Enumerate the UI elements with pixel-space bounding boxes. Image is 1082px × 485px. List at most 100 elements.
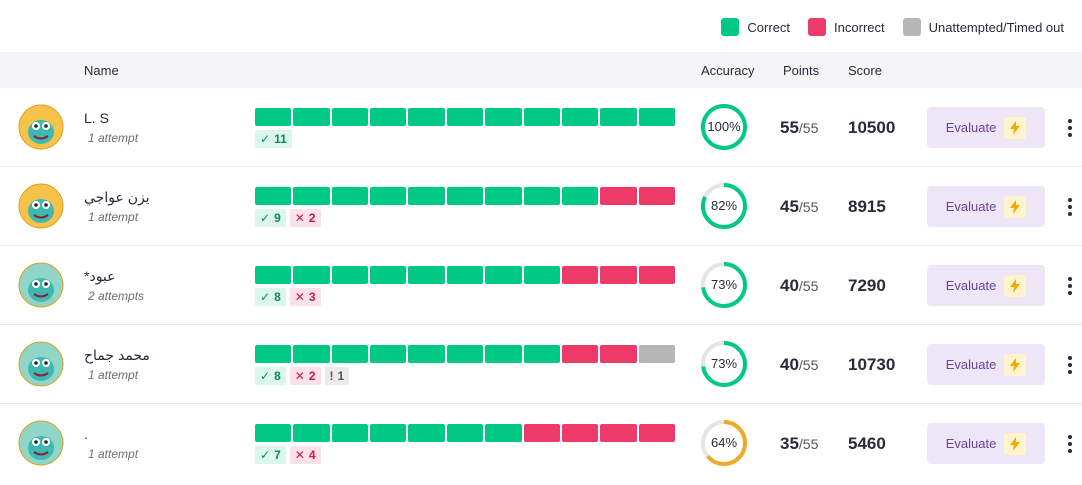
attempt-count: 1 attempt (88, 131, 139, 145)
question-results (255, 424, 675, 442)
question-correct[interactable] (293, 424, 330, 442)
question-correct[interactable] (408, 345, 445, 363)
points-max: /55 (798, 436, 819, 452)
question-correct[interactable] (370, 187, 407, 205)
evaluate-button[interactable]: Evaluate (927, 186, 1045, 227)
lightning-icon (1004, 353, 1027, 376)
accuracy-value: 100% (707, 119, 741, 134)
score-value: 5460 (848, 434, 886, 453)
question-correct[interactable] (408, 187, 445, 205)
participant-name[interactable]: L. S (84, 110, 109, 126)
more-options-icon[interactable] (1062, 273, 1078, 299)
question-correct[interactable] (485, 108, 522, 126)
question-correct[interactable] (446, 345, 484, 363)
participant-row[interactable]: محمد جماح 1 attempt ✓ 8 ✕ 2! 1 73% 40/55 10730 Ev… (0, 325, 1082, 404)
points-max: /55 (798, 278, 819, 294)
question-correct[interactable] (523, 108, 560, 126)
check-icon: ✓ (260, 290, 271, 304)
participant-name[interactable]: . (84, 426, 88, 442)
participant-name[interactable]: *عبود (84, 268, 116, 284)
accuracy-ring: 82% (699, 181, 749, 231)
points-max: /55 (798, 120, 819, 136)
participant-row[interactable]: L. S 1 attempt ✓ 11 100% 55/55 10500 Evaluate (0, 88, 1082, 167)
participant-row[interactable]: .1 attempt ✓ 7 ✕ 4 64% 35/55 5460 Evaluate (0, 404, 1082, 483)
more-options-icon[interactable] (1062, 194, 1078, 220)
question-correct[interactable] (561, 108, 599, 126)
incorrect-count-chip: ✕ 3 (289, 288, 321, 306)
question-correct[interactable] (523, 266, 560, 284)
question-incorrect[interactable] (638, 266, 675, 284)
evaluate-button[interactable]: Evaluate (927, 423, 1045, 464)
question-correct[interactable] (638, 108, 675, 126)
lightning-icon (1004, 116, 1027, 139)
question-correct[interactable] (523, 345, 560, 363)
question-correct[interactable] (293, 266, 330, 284)
participant-name[interactable]: يزن عواجي (84, 189, 150, 205)
question-correct[interactable] (446, 266, 484, 284)
question-correct[interactable] (255, 424, 292, 442)
lightning-icon (1004, 195, 1027, 218)
participant-row[interactable]: *عبود 2 attempts ✓ 8 ✕ 3 73% 40/55 7290 Evaluate (0, 246, 1082, 325)
legend-unattempted: Unattempted/Timed out (902, 18, 1064, 36)
more-options-icon[interactable] (1062, 115, 1078, 141)
evaluate-button[interactable]: Evaluate (927, 107, 1045, 148)
question-unattempted[interactable] (638, 345, 675, 363)
question-correct[interactable] (446, 187, 484, 205)
question-correct[interactable] (331, 345, 369, 363)
question-correct[interactable] (485, 266, 522, 284)
question-incorrect[interactable] (523, 424, 560, 442)
lightning-icon (1004, 432, 1027, 455)
points-max: /55 (798, 199, 819, 215)
question-incorrect[interactable] (638, 187, 675, 205)
more-options-icon[interactable] (1062, 431, 1078, 457)
evaluate-button[interactable]: Evaluate (927, 344, 1045, 385)
sunglasses-monster-avatar-icon (18, 183, 64, 229)
question-incorrect[interactable] (638, 424, 675, 442)
question-correct[interactable] (408, 266, 445, 284)
score-value: 10500 (848, 118, 896, 137)
question-incorrect[interactable] (561, 266, 599, 284)
question-incorrect[interactable] (600, 345, 637, 363)
question-correct[interactable] (408, 424, 445, 442)
question-correct[interactable] (446, 424, 484, 442)
exclamation-icon: ! (329, 369, 334, 383)
question-correct[interactable] (255, 108, 292, 126)
question-incorrect[interactable] (600, 266, 637, 284)
question-correct[interactable] (485, 345, 522, 363)
question-correct[interactable] (293, 345, 330, 363)
question-correct[interactable] (561, 187, 599, 205)
question-correct[interactable] (485, 424, 522, 442)
question-incorrect[interactable] (561, 345, 599, 363)
question-correct[interactable] (600, 108, 637, 126)
question-correct[interactable] (293, 187, 330, 205)
correct-count-chip-value: 8 (274, 290, 281, 304)
more-options-icon[interactable] (1062, 352, 1078, 378)
question-correct[interactable] (485, 187, 522, 205)
question-correct[interactable] (446, 108, 484, 126)
question-correct[interactable] (370, 266, 407, 284)
question-correct[interactable] (523, 187, 560, 205)
evaluate-button[interactable]: Evaluate (927, 265, 1045, 306)
question-correct[interactable] (408, 108, 445, 126)
unattempted-count-chip-value: 1 (337, 369, 345, 383)
question-correct[interactable] (331, 424, 369, 442)
question-correct[interactable] (255, 345, 292, 363)
question-correct[interactable] (255, 266, 292, 284)
score-column-header: Score (848, 63, 882, 78)
question-incorrect[interactable] (561, 424, 599, 442)
question-correct[interactable] (331, 108, 369, 126)
question-correct[interactable] (370, 424, 407, 442)
question-correct[interactable] (370, 345, 407, 363)
participant-name[interactable]: محمد جماح (84, 347, 150, 363)
question-correct[interactable] (331, 266, 369, 284)
question-correct[interactable] (370, 108, 407, 126)
participant-row[interactable]: يزن عواجي 1 attempt ✓ 9 ✕ 2 82% 45/55 8915 Evalu… (0, 167, 1082, 246)
question-correct[interactable] (331, 187, 369, 205)
question-incorrect[interactable] (600, 187, 637, 205)
question-correct[interactable] (293, 108, 330, 126)
wizard-cupcake-avatar-icon (18, 262, 64, 308)
points-earned: 45 (780, 197, 799, 216)
result-summary: ✓ 9 ✕ 2 (255, 209, 321, 227)
question-incorrect[interactable] (600, 424, 637, 442)
question-correct[interactable] (255, 187, 292, 205)
